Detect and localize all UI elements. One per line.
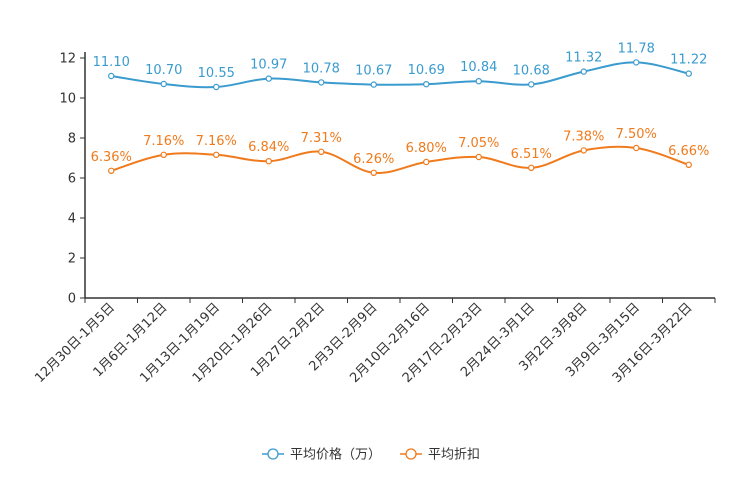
legend-marker-icon: [405, 448, 417, 460]
data-label: 7.16%: [143, 134, 184, 149]
data-label: 6.26%: [353, 152, 394, 167]
data-point: [633, 59, 640, 66]
data-label: 10.78: [303, 61, 340, 76]
data-point: [318, 79, 325, 86]
data-point: [528, 81, 535, 88]
data-point: [318, 148, 325, 155]
data-label: 11.32: [565, 51, 602, 66]
data-point: [580, 68, 587, 75]
data-label: 7.31%: [301, 131, 342, 146]
data-point: [475, 77, 482, 85]
data-point: [160, 80, 167, 88]
data-label: 11.22: [670, 53, 707, 68]
data-label: 7.05%: [458, 136, 499, 151]
legend-label: 平均折扣: [428, 448, 480, 463]
legend-item-1: 平均价格（万）: [262, 447, 381, 463]
y-tick-label: 10: [59, 92, 76, 107]
data-label: 10.84: [460, 60, 497, 75]
data-point: [423, 80, 430, 88]
legend-marker-icon: [267, 448, 279, 460]
y-tick-label: 0: [68, 292, 76, 307]
data-label: 11.78: [618, 41, 655, 56]
series-line-1: [111, 61, 689, 89]
data-point: [528, 164, 535, 171]
y-tick-label: 2: [68, 252, 76, 267]
data-label: 6.80%: [406, 141, 447, 156]
data-point: [265, 75, 272, 82]
data-label: 10.68: [513, 63, 550, 78]
y-tick-label: 12: [59, 52, 76, 67]
data-point: [475, 153, 482, 161]
data-label: 10.67: [355, 64, 392, 79]
data-label: 7.16%: [196, 134, 237, 149]
data-point: [213, 83, 220, 91]
data-label: 10.69: [408, 63, 445, 78]
data-point: [160, 151, 167, 158]
data-label: 7.38%: [563, 129, 604, 144]
data-point: [423, 158, 430, 166]
data-point: [685, 70, 692, 77]
y-tick-label: 4: [68, 212, 76, 227]
y-tick-label: 8: [68, 132, 76, 147]
data-point: [633, 144, 640, 152]
data-point: [370, 81, 377, 88]
data-label: 6.51%: [511, 147, 552, 162]
data-label: 10.55: [198, 66, 235, 81]
legend-label: 平均价格（万）: [290, 447, 381, 463]
y-tick-label: 6: [68, 172, 76, 187]
data-point: [108, 72, 115, 80]
data-point: [370, 169, 377, 176]
data-label: 7.50%: [616, 127, 657, 142]
data-point: [213, 151, 220, 158]
data-label: 6.36%: [91, 150, 132, 165]
data-label: 10.70: [145, 63, 182, 78]
data-label: 6.66%: [668, 144, 709, 159]
data-label: 10.97: [250, 58, 287, 73]
data-point: [265, 157, 272, 165]
data-label: 6.84%: [248, 140, 289, 155]
data-point: [685, 161, 692, 168]
data-label: 11.10: [93, 55, 130, 70]
data-point: [580, 147, 587, 154]
legend-item-2: 平均折扣: [400, 448, 480, 463]
series-line-2: [110, 145, 690, 174]
data-point: [108, 167, 115, 174]
